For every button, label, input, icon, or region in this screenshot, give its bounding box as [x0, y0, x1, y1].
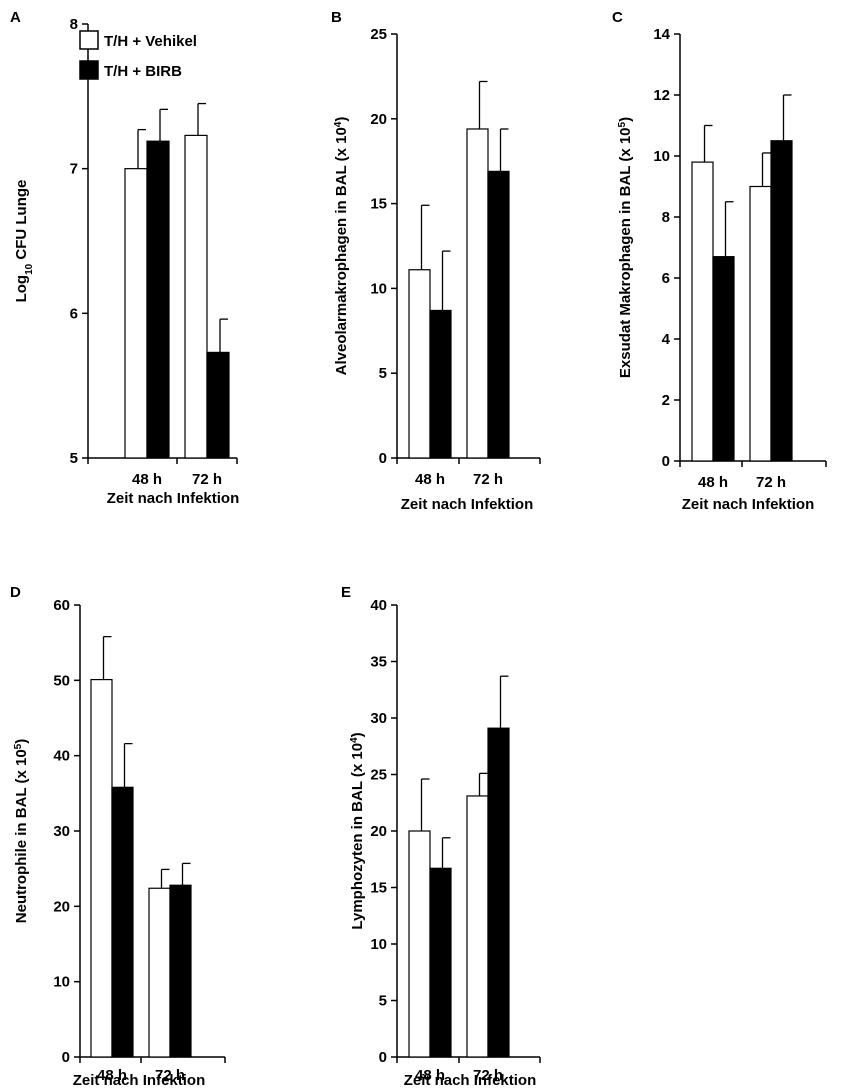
- y-tick-label: 0: [379, 1049, 387, 1066]
- x-tick-label: 48 h: [415, 1067, 445, 1084]
- y-tick-label: 12: [653, 87, 670, 104]
- y-tick-label: 4: [662, 331, 671, 348]
- bar-vehikel-48h: [408, 830, 431, 1058]
- y-axis-label: Log10 CFU Lunge: [13, 180, 35, 303]
- panel-letter: A: [10, 9, 21, 26]
- y-tick-label: 2: [662, 392, 670, 409]
- y-tick-label: 0: [379, 450, 387, 467]
- chart-panel-b: B 0 5 10 15 20 25 48 h 72 h Zeit nach Infektion Al…: [331, 9, 541, 513]
- y-tick-label: 10: [370, 936, 387, 953]
- bar-vehikel-48h: [90, 678, 113, 1058]
- y-tick-label: 8: [70, 16, 78, 33]
- y-tick-label: 5: [70, 450, 78, 467]
- x-axis-label: Zeit nach Infektion: [401, 496, 534, 513]
- y-tick-label: 30: [53, 823, 70, 840]
- x-tick-label: 72 h: [192, 471, 222, 488]
- y-axis-label: Alveolarmakrophagen in BAL (x 104): [333, 117, 351, 376]
- y-tick-label: 25: [370, 767, 387, 784]
- y-tick-label: 6: [70, 305, 78, 322]
- x-axis-label: Zeit nach Infektion: [107, 490, 240, 507]
- x-tick-label: 48 h: [132, 471, 162, 488]
- x-axis-label: Zeit nach Infektion: [682, 496, 815, 513]
- y-tick-label: 15: [370, 880, 387, 897]
- x-tick-label: 72 h: [155, 1067, 185, 1084]
- y-tick-label: 20: [370, 111, 387, 128]
- y-tick-label: 6: [662, 270, 670, 287]
- x-tick-label: 72 h: [756, 474, 786, 491]
- bar-birb-72h: [770, 140, 793, 462]
- legend-label: T/H + Vehikel: [104, 33, 197, 50]
- bar-birb-72h: [206, 351, 230, 459]
- legend-swatch: [79, 60, 99, 80]
- bar-birb-48h: [429, 867, 452, 1058]
- y-tick-label: 15: [370, 196, 387, 213]
- chart-panel-c: C 0 2 4 6 8 10 12 14 48 h 72 h Zeit nach Infektion E…: [612, 9, 827, 513]
- bar-birb-48h: [429, 309, 452, 459]
- y-tick-label: 20: [370, 823, 387, 840]
- x-tick-label: 48 h: [97, 1067, 127, 1084]
- y-tick-label: 60: [53, 597, 70, 614]
- y-tick-label: 40: [370, 597, 387, 614]
- bar-vehikel-48h: [408, 269, 431, 459]
- y-tick-label: 8: [662, 209, 670, 226]
- x-tick-label: 48 h: [415, 471, 445, 488]
- y-tick-label: 10: [53, 974, 70, 991]
- panel-letter: E: [341, 584, 351, 601]
- y-tick-label: 50: [53, 672, 70, 689]
- bar-vehikel-72h: [466, 128, 489, 459]
- y-tick-label: 40: [53, 748, 70, 765]
- panel-letter: D: [10, 584, 21, 601]
- y-tick-label: 25: [370, 26, 387, 43]
- y-tick-label: 10: [653, 148, 670, 165]
- y-tick-label: 35: [370, 654, 387, 671]
- bar-birb-48h: [111, 786, 134, 1058]
- y-axis-label: Neutrophile in BAL (x 105): [13, 739, 31, 923]
- legend: T/H + Vehikel T/H + BIRB: [79, 30, 197, 80]
- x-tick-label: 48 h: [698, 474, 728, 491]
- panel-letter: B: [331, 9, 342, 26]
- y-tick-label: 14: [653, 26, 670, 43]
- x-axis-label: Zeit nach Infektion: [73, 1072, 206, 1089]
- bar-vehikel-72h: [148, 887, 171, 1058]
- bar-birb-72h: [487, 727, 510, 1058]
- bar-vehikel-48h: [691, 161, 714, 462]
- y-tick-label: 30: [370, 710, 387, 727]
- bar-birb-72h: [487, 170, 510, 459]
- chart-panel-a: A 5 6 7 8 48 h 72 h Zeit nach Infektion Log10 CF…: [10, 9, 239, 507]
- bar-vehikel-72h: [184, 134, 208, 459]
- x-axis-label: Zeit nach Infektion: [404, 1072, 537, 1089]
- legend-label: T/H + BIRB: [104, 63, 182, 80]
- bar-birb-48h: [712, 256, 735, 462]
- panel-letter: C: [612, 9, 623, 26]
- x-tick-label: 72 h: [473, 1067, 503, 1084]
- y-tick-label: 5: [379, 365, 387, 382]
- y-tick-label: 10: [370, 280, 387, 297]
- bar-birb-48h: [146, 140, 170, 459]
- y-tick-label: 5: [379, 993, 387, 1010]
- bar-vehikel-72h: [466, 795, 489, 1058]
- legend-swatch: [79, 30, 99, 50]
- y-tick-label: 20: [53, 898, 70, 915]
- y-tick-label: 7: [70, 161, 78, 178]
- bar-vehikel-72h: [749, 185, 772, 462]
- y-tick-label: 0: [62, 1049, 70, 1066]
- bar-birb-72h: [169, 884, 192, 1058]
- y-axis-label: Lymphozyten in BAL (x 104): [349, 732, 367, 929]
- x-tick-label: 72 h: [473, 471, 503, 488]
- bar-vehikel-48h: [124, 168, 148, 459]
- y-axis-label: Exsudat Makrophagen in BAL (x 105): [617, 117, 635, 378]
- y-tick-label: 0: [662, 453, 670, 470]
